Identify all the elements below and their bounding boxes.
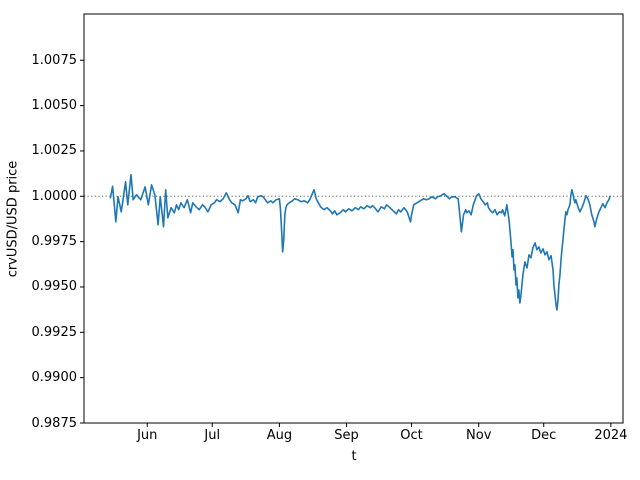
- y-tick-label: 0.9975: [31, 234, 78, 250]
- axes-spines: [83, 13, 624, 424]
- y-tick-label: 1.0050: [31, 98, 78, 114]
- y-tick-label: 0.9950: [31, 279, 78, 295]
- x-tick-label: Jul: [204, 428, 221, 443]
- y-tick-label: 0.9900: [31, 370, 78, 386]
- y-tick-label: 0.9925: [31, 324, 78, 340]
- y-tick-label: 1.0000: [31, 188, 78, 204]
- x-tick-label: Sep: [334, 428, 359, 443]
- y-tick-label: 1.0025: [31, 143, 78, 159]
- y-tick-label: 0.9875: [31, 415, 78, 431]
- x-tick-label: Oct: [400, 428, 423, 443]
- x-tick-label: Jun: [137, 428, 158, 443]
- y-tick-label: 1.0075: [31, 52, 78, 68]
- price-series-line: [109, 173, 611, 311]
- y-axis-label: crvUSD/USD price: [5, 160, 21, 278]
- x-axis-label: t: [351, 449, 357, 464]
- x-tick-label: Nov: [466, 428, 492, 443]
- x-tick-label: 2024: [594, 428, 628, 443]
- x-tick-label: Dec: [531, 428, 557, 443]
- x-tick-label: Aug: [266, 428, 293, 443]
